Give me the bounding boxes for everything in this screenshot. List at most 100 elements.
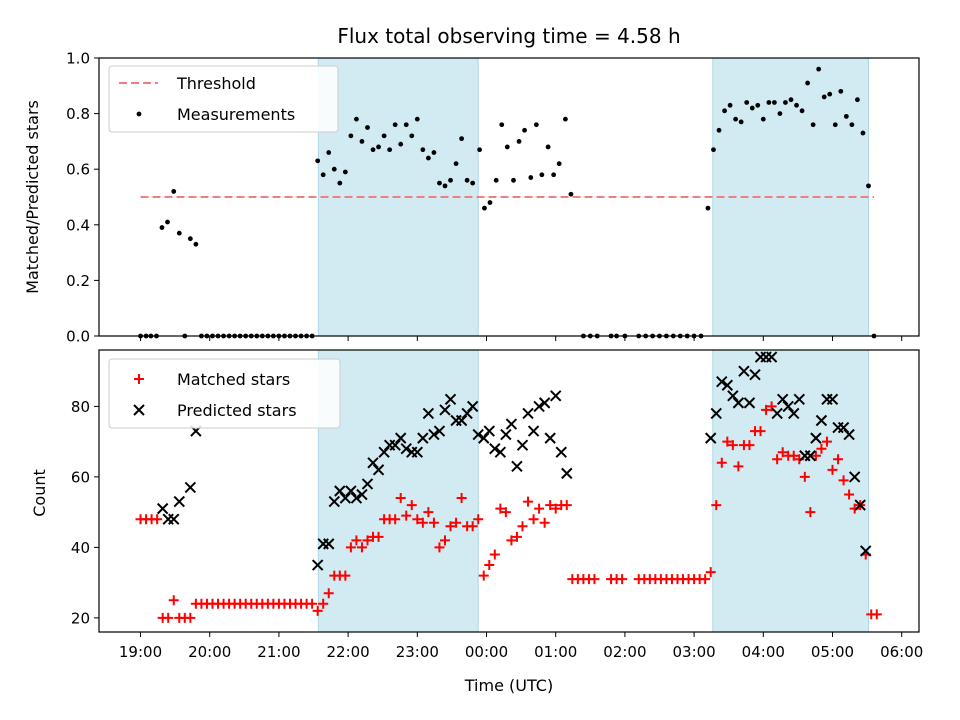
legend-predicted-label: Predicted stars bbox=[177, 401, 297, 420]
y-tick-label: 0.6 bbox=[66, 161, 90, 179]
matched-star-point bbox=[617, 574, 628, 585]
predicted-star-point bbox=[561, 467, 573, 480]
matched-star-point bbox=[428, 517, 439, 528]
measurement-point bbox=[760, 116, 766, 122]
legend-measurements-label: Measurements bbox=[177, 105, 295, 124]
predicted-star-point bbox=[455, 414, 468, 427]
measurement-point bbox=[568, 191, 574, 197]
y-tick-label: 80 bbox=[71, 398, 90, 416]
x-tick-label: 23:00 bbox=[396, 643, 439, 661]
measurement-point bbox=[860, 130, 866, 136]
matched-star-point bbox=[816, 443, 827, 454]
matched-star-point bbox=[777, 447, 788, 458]
predicted-star-point bbox=[710, 407, 722, 420]
predicted-star-point bbox=[788, 407, 800, 420]
measurement-point bbox=[821, 94, 827, 100]
x-tick-label: 06:00 bbox=[880, 643, 923, 661]
matched-star-point bbox=[755, 426, 766, 437]
x-tick-label: 19:00 bbox=[119, 643, 162, 661]
matched-star-point bbox=[152, 514, 163, 525]
predicted-star-point bbox=[494, 446, 507, 458]
y-tick-label: 0.8 bbox=[66, 105, 90, 123]
predicted-star-point bbox=[417, 432, 429, 444]
predicted-star-point bbox=[394, 432, 407, 444]
predicted-star-point bbox=[483, 425, 495, 437]
predicted-star-point bbox=[860, 545, 872, 557]
predicted-star-point bbox=[372, 464, 385, 476]
matched-star-point bbox=[833, 454, 844, 465]
matched-star-point bbox=[373, 531, 384, 542]
matched-star-point bbox=[511, 531, 522, 542]
measurement-point bbox=[414, 116, 420, 122]
measurement-point bbox=[425, 155, 431, 161]
measurement-point bbox=[165, 219, 170, 225]
predicted-star-point bbox=[461, 407, 473, 420]
x-tick-label: 04:00 bbox=[742, 643, 785, 661]
y-tick-label: 40 bbox=[71, 539, 90, 557]
predicted-star-point bbox=[444, 393, 457, 406]
matched-star-point bbox=[473, 514, 484, 525]
predicted-star-point bbox=[334, 485, 346, 497]
predicted-star-point bbox=[732, 397, 745, 409]
measurement-point bbox=[376, 144, 381, 150]
measurement-point bbox=[827, 91, 833, 97]
shaded-region-0 bbox=[317, 349, 479, 633]
matched-star-point bbox=[406, 500, 417, 511]
matched-star-point bbox=[844, 489, 855, 500]
measurement-point bbox=[431, 150, 437, 155]
measurement-point bbox=[464, 177, 470, 183]
predicted-star-point bbox=[367, 457, 379, 469]
bottom-panel: 20 40 60 80 19:00 20:00 21:00 22:00 23:00 00:00 01… bbox=[71, 349, 923, 661]
matched-star-point bbox=[318, 598, 329, 609]
measurement-point bbox=[348, 133, 354, 139]
matched-star-point bbox=[799, 471, 810, 482]
matched-star-point bbox=[307, 598, 318, 609]
matched-star-point bbox=[356, 542, 367, 553]
x-tick-label: 02:00 bbox=[603, 643, 646, 661]
measurement-point bbox=[539, 172, 545, 178]
legend-threshold-label: Threshold bbox=[176, 74, 256, 93]
x-tick-label: 22:00 bbox=[326, 643, 369, 661]
matched-star-point bbox=[456, 493, 467, 504]
matched-star-point bbox=[451, 517, 462, 528]
matched-star-point bbox=[478, 570, 489, 581]
x-axis-label: Time (UTC) bbox=[464, 676, 553, 695]
y-tick-label: 0.2 bbox=[66, 272, 90, 290]
predicted-star-point bbox=[727, 390, 739, 402]
matched-star-point bbox=[705, 567, 716, 578]
measurement-point bbox=[392, 122, 398, 128]
measurement-point bbox=[816, 66, 822, 72]
predicted-star-point bbox=[168, 513, 180, 525]
bottom-legend-box bbox=[108, 358, 341, 429]
predicted-star-point bbox=[156, 502, 169, 515]
plot-frame bbox=[98, 57, 920, 337]
measurement-point bbox=[516, 139, 522, 144]
matched-star-point bbox=[744, 440, 755, 451]
y-tick-label: 1.0 bbox=[66, 50, 90, 68]
matched-star-point bbox=[517, 521, 528, 532]
matched-star-point bbox=[168, 595, 179, 606]
predicted-star-point bbox=[361, 478, 374, 490]
measurement-point bbox=[342, 169, 348, 175]
measurement-point bbox=[493, 177, 499, 183]
predicted-star-point bbox=[843, 428, 855, 441]
matched-star-point bbox=[340, 570, 351, 581]
measurement-point bbox=[409, 133, 415, 139]
predicted-star-point bbox=[522, 407, 534, 420]
measurement-point bbox=[448, 177, 453, 183]
matched-star-point bbox=[185, 612, 196, 623]
matched-star-point bbox=[727, 440, 738, 451]
matched-star-point bbox=[827, 464, 838, 475]
measurement-point bbox=[716, 127, 722, 133]
matched-star-point bbox=[722, 436, 733, 447]
predicted-star-point bbox=[738, 365, 750, 377]
predicted-star-point bbox=[793, 393, 805, 406]
measurement-point bbox=[326, 150, 332, 155]
matched-star-point bbox=[700, 574, 711, 585]
predicted-star-point bbox=[815, 414, 828, 427]
measurement-point bbox=[511, 177, 516, 183]
measurement-point bbox=[855, 97, 860, 103]
matched-star-point bbox=[523, 496, 534, 507]
matched-star-point bbox=[495, 503, 506, 514]
predicted-star-point bbox=[804, 450, 817, 462]
